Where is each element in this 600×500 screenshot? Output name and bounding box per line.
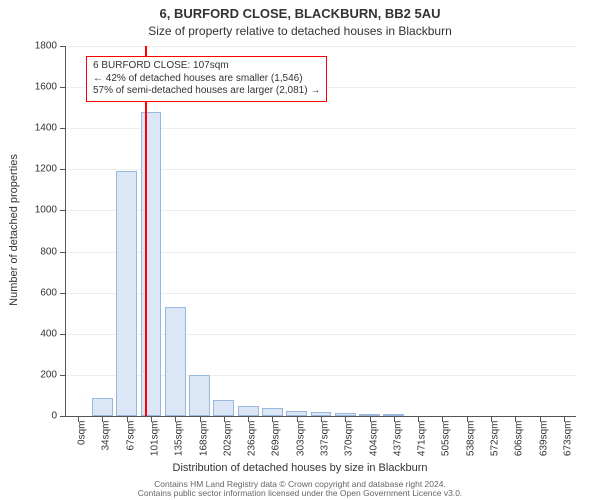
x-tick-label: 404sqm [368,421,379,457]
x-axis-title: Distribution of detached houses by size … [0,462,600,474]
property-marker-line [145,46,147,416]
footer-line-2: Contains public sector information licen… [0,489,600,498]
y-tick [60,375,66,376]
annotation-box: 6 BURFORD CLOSE: 107sqm← 42% of detached… [86,56,327,102]
x-tick-label: 303sqm [295,421,306,457]
y-tick-label: 1200 [7,164,57,175]
y-tick [60,46,66,47]
histogram-bar [189,375,210,416]
x-tick-label: 639sqm [538,421,549,457]
x-tick-label: 437sqm [392,421,403,457]
histogram-bar [116,171,137,416]
histogram-bar [213,400,234,416]
histogram-plot: 0200400600800100012001400160018000sqm34s… [65,46,576,417]
x-tick-label: 572sqm [490,421,501,457]
y-tick-label: 200 [7,369,57,380]
histogram-bar [92,398,113,417]
annotation-line-3: 57% of semi-detached houses are larger (… [93,85,320,98]
x-tick-label: 471sqm [417,421,428,457]
x-tick-label: 34sqm [101,421,112,451]
y-tick [60,416,66,417]
x-tick-label: 101sqm [150,421,161,457]
annotation-line-2: ← 42% of detached houses are smaller (1,… [93,73,320,86]
y-tick [60,334,66,335]
y-tick [60,87,66,88]
page-title: 6, BURFORD CLOSE, BLACKBURN, BB2 5AU [0,6,600,21]
y-tick-label: 1400 [7,123,57,134]
histogram-bar [165,307,186,416]
x-tick-label: 202sqm [222,421,233,457]
x-tick-label: 67sqm [125,421,136,451]
page-subtitle: Size of property relative to detached ho… [0,24,600,38]
footer: Contains HM Land Registry data © Crown c… [0,480,600,499]
y-tick-label: 1800 [7,41,57,52]
histogram-bar [141,112,162,416]
x-tick-label: 337sqm [320,421,331,457]
x-tick-label: 168sqm [198,421,209,457]
x-tick-label: 606sqm [514,421,525,457]
x-tick-label: 0sqm [77,421,88,445]
y-tick [60,128,66,129]
x-tick-label: 538sqm [465,421,476,457]
y-tick-label: 1600 [7,82,57,93]
y-axis-title: Number of detached properties [8,154,20,306]
x-tick-label: 135sqm [174,421,185,457]
y-tick-label: 0 [7,411,57,422]
x-tick-label: 236sqm [247,421,258,457]
y-tick-label: 400 [7,328,57,339]
x-tick-label: 370sqm [344,421,355,457]
y-tick [60,210,66,211]
y-tick [60,169,66,170]
y-tick-label: 800 [7,246,57,257]
x-tick-label: 673sqm [562,421,573,457]
x-tick-label: 505sqm [441,421,452,457]
histogram-bar [262,408,283,416]
y-tick-label: 1000 [7,205,57,216]
x-tick-label: 269sqm [271,421,282,457]
y-tick-label: 600 [7,287,57,298]
histogram-bar [238,406,259,416]
y-tick [60,252,66,253]
grid-line [66,46,576,47]
annotation-line-1: 6 BURFORD CLOSE: 107sqm [93,60,320,73]
y-tick [60,293,66,294]
